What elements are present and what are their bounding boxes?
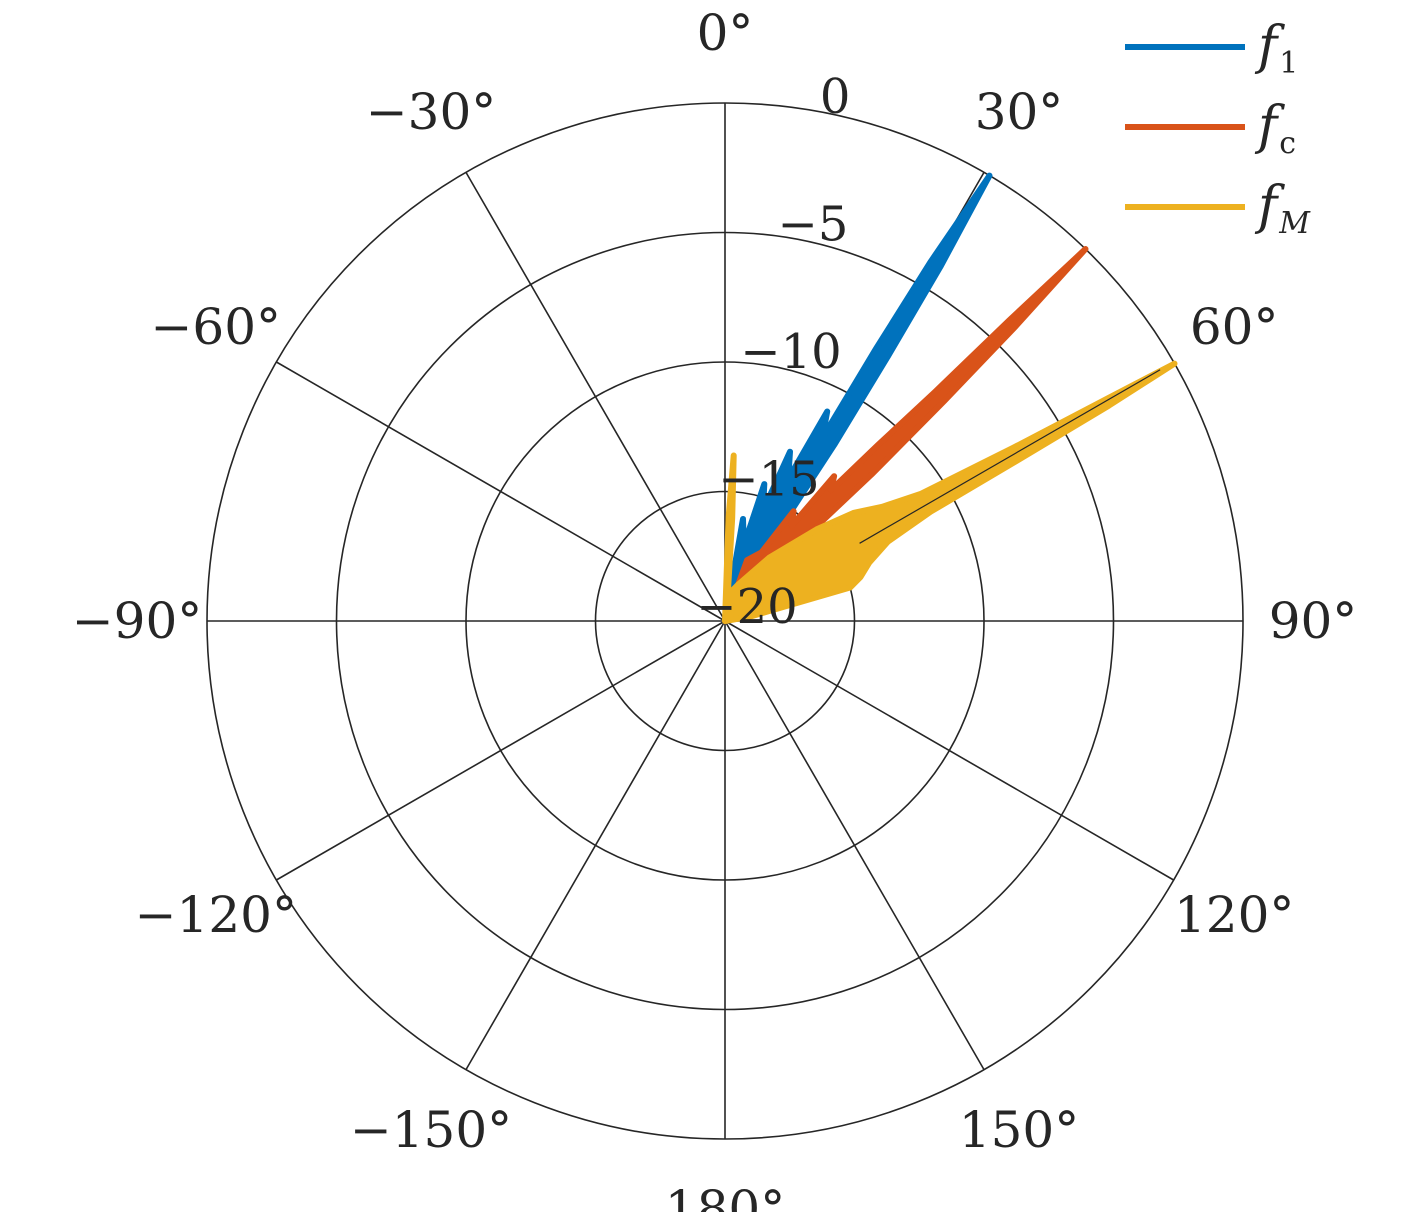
theta-tick-label: −30° (366, 83, 497, 141)
legend: f1 fc fM (1125, 16, 1311, 241)
legend-label-fc: fc (1254, 96, 1296, 161)
grid-spoke (724, 620, 985, 1071)
theta-tick-label: 120° (1174, 886, 1294, 944)
grid-spoke (724, 620, 1175, 881)
grid-spoke-overlay (859, 369, 1161, 544)
theta-tick-label: −90° (72, 592, 203, 650)
legend-label-f1: f1 (1254, 16, 1298, 81)
tick-labels: 0° 30° 60° 90° 120° 150° 180° −150° −120° −90° −60… (72, 4, 1358, 1212)
r-tick-label: −5 (778, 196, 849, 252)
theta-tick-label: 30° (975, 83, 1064, 141)
theta-tick-label: 0° (697, 4, 754, 62)
theta-tick-label: −150° (350, 1101, 512, 1159)
theta-tick-label: −120° (135, 886, 297, 944)
grid-spoke (275, 361, 726, 622)
r-tick-label: −15 (718, 451, 819, 507)
grid-spoke (275, 620, 726, 881)
theta-tick-label: 150° (959, 1101, 1079, 1159)
theta-tick-label: 180° (665, 1180, 785, 1212)
theta-tick-label: 60° (1190, 298, 1279, 356)
r-tick-label: −20 (696, 579, 797, 635)
polar-grid (206, 102, 1244, 1140)
theta-tick-label: −60° (151, 298, 282, 356)
legend-label-fM: fM (1254, 176, 1311, 241)
r-tick-label: 0 (820, 69, 851, 125)
grid-spoke (465, 620, 726, 1071)
series-layer (722, 172, 1178, 624)
r-tick-label: −10 (740, 324, 841, 380)
grid-spoke (465, 171, 726, 622)
series-fM (722, 360, 1178, 624)
theta-tick-label: 90° (1269, 592, 1358, 650)
